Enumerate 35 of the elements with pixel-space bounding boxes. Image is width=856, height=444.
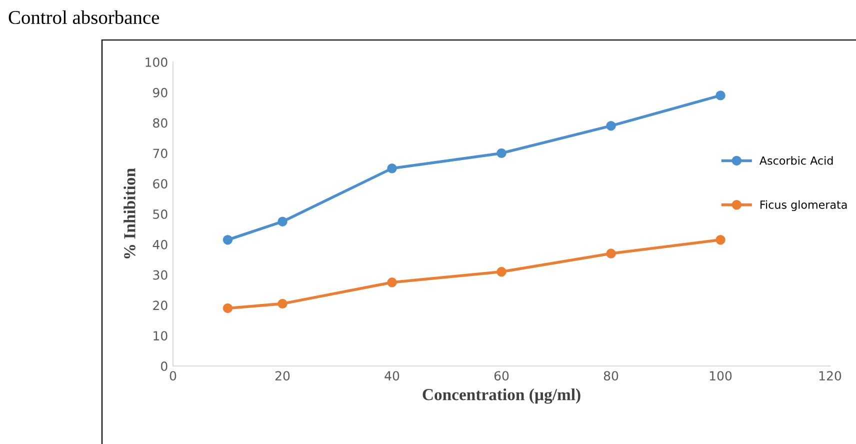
y-tick-label: 100 (146, 57, 168, 67)
legend-label: Ficus glomerata (760, 200, 847, 212)
y-tick-label: 60 (153, 179, 168, 189)
x-tick-label: 80 (604, 371, 618, 381)
y-tick-label: 40 (152, 240, 168, 250)
y-axis-title: % Inhibition (124, 168, 136, 258)
y-tick-label: 30 (153, 270, 168, 280)
text: Control absorbance (8, 10, 160, 24)
point (606, 248, 616, 258)
legend-label: Ascorbic Acid (760, 156, 833, 165)
point (278, 216, 288, 226)
point (606, 120, 616, 131)
point (496, 148, 506, 158)
y-tick-label: 20 (153, 300, 168, 310)
point (387, 164, 397, 174)
y-tick-label: 50 (153, 209, 168, 219)
y-tick-label: 70 (153, 148, 168, 158)
point (496, 266, 506, 277)
y-tick-label: 0 (161, 361, 168, 371)
x-tick-label: 20 (275, 371, 290, 381)
y-tick-label: 90 (153, 88, 168, 98)
point (222, 303, 233, 314)
point (716, 234, 726, 245)
y-tick-label: 80 (153, 118, 168, 128)
y-tick-label: 10 (154, 331, 168, 341)
point (278, 298, 288, 309)
x-tick-label: 40 (384, 371, 400, 381)
x-tick-label: 0 (170, 371, 176, 381)
x-tick-label: 120 (819, 371, 842, 381)
point (716, 90, 726, 100)
x-tick-label: 60 (494, 371, 509, 381)
point (387, 278, 397, 288)
point (222, 234, 233, 245)
x-tick-label: 100 (710, 371, 732, 381)
x-axis-title: Concentration (µg/ml) (422, 388, 580, 404)
